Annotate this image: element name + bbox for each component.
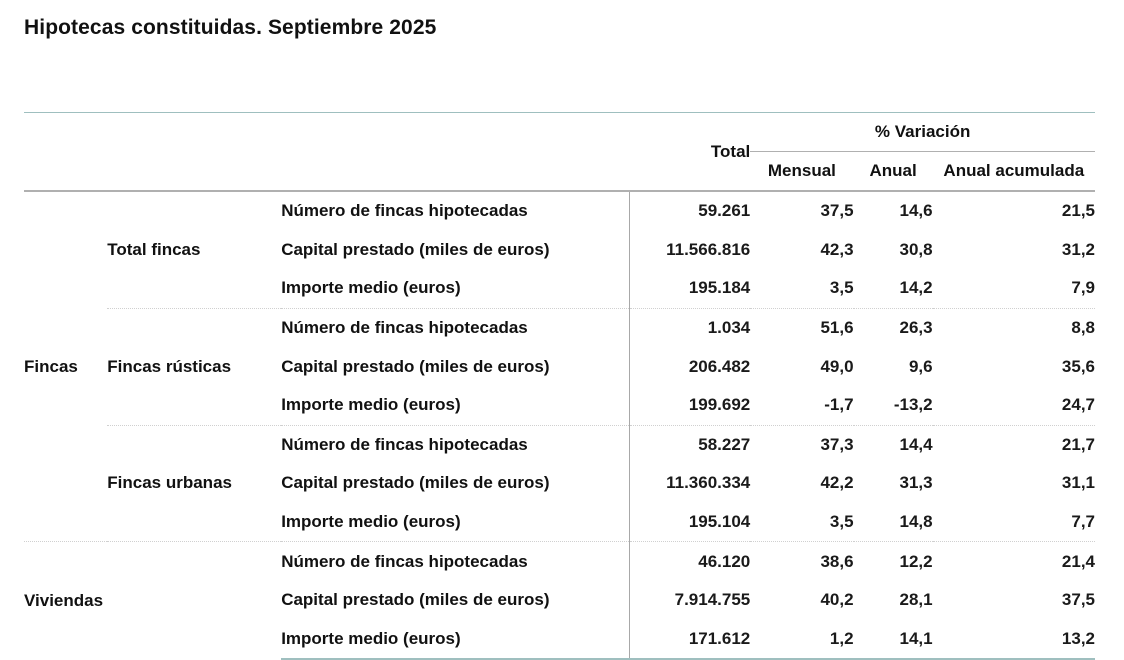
cell-anual-acumulada: 31,2 — [1061, 239, 1095, 259]
table-row: Capital prestado (miles de euros) 11.566… — [24, 230, 1095, 270]
cell-anual: 14,4 — [853, 424, 933, 465]
metric-label: Importe medio (euros) — [281, 502, 631, 542]
cell-anual-acumulada: 13,2 — [932, 619, 1095, 660]
group-label-viviendas: Viviendas — [24, 541, 282, 660]
subgroup-label-fincas-rusticas: Fincas rústicas — [107, 307, 282, 426]
cell-total: 11.566.816 — [666, 239, 751, 259]
subgroup-label-total-fincas: Total fincas — [107, 239, 201, 259]
cell-mensual: 3,5 — [829, 278, 854, 298]
cell-mensual: 37,3 — [750, 424, 854, 465]
header-mensual: Mensual — [750, 151, 854, 192]
cell-anual: 30,8 — [899, 239, 933, 259]
table-row: Fincas Total fincas Número de fincas hip… — [24, 191, 1095, 376]
cell-mensual: 49,0 — [820, 356, 854, 376]
metric-label: Número de fincas hipotecadas — [281, 424, 631, 465]
table-row: Importe medio (euros) 195.104 3,5 14,8 7… — [24, 502, 1095, 542]
table-row: Capital prestado (miles de euros) 11.360… — [24, 464, 1095, 503]
cell-anual-acumulada: 21,4 — [932, 541, 1095, 581]
cell-anual-acumulada: 21,7 — [932, 424, 1095, 465]
cell-anual-acumulada: 8,8 — [932, 307, 1095, 348]
cell-anual: 26,3 — [853, 307, 933, 348]
cell-anual: 28,1 — [899, 590, 933, 610]
cell-anual-acumulada: 24,7 — [1061, 395, 1095, 415]
cell-total: 195.184 — [688, 278, 751, 298]
cell-mensual: 37,5 — [820, 201, 854, 221]
cell-anual: 31,3 — [899, 473, 933, 493]
cell-mensual: 42,3 — [820, 239, 854, 259]
subgroup-label-fincas-urbanas: Fincas urbanas — [107, 424, 282, 542]
cell-anual-acumulada: 37,5 — [1061, 590, 1095, 610]
cell-mensual: 3,5 — [829, 512, 854, 532]
cell-mensual: -1,7 — [824, 395, 854, 415]
cell-total: 195.104 — [688, 512, 751, 532]
cell-total: 206.482 — [688, 356, 751, 376]
table-row: Importe medio (euros) 195.184 3,5 14,2 7… — [24, 269, 1095, 309]
cell-mensual: 42,2 — [820, 473, 854, 493]
metric-label: Número de fincas hipotecadas — [281, 307, 631, 348]
group-label-fincas: Fincas — [24, 356, 78, 376]
cell-mensual: 40,2 — [820, 590, 854, 610]
header-total: Total — [629, 112, 751, 192]
cell-anual: 14,2 — [899, 278, 933, 298]
table-row: Fincas urbanas Número de fincas hipoteca… — [24, 424, 1095, 542]
header-anual: Anual — [853, 151, 933, 192]
table-row: Importe medio (euros) 171.612 1,2 14,1 1… — [24, 619, 1095, 660]
metric-label: Importe medio (euros) — [281, 619, 631, 660]
table-row: Fincas rústicas Número de fincas hipotec… — [24, 307, 1095, 426]
metric-label: Número de fincas hipotecadas — [281, 191, 631, 231]
cell-anual: 9,6 — [908, 356, 933, 376]
cell-anual-acumulada: 21,5 — [1061, 201, 1095, 221]
cell-total: 1.034 — [629, 307, 751, 348]
cell-anual: 14,1 — [853, 619, 933, 660]
cell-anual-acumulada: 35,6 — [1061, 356, 1095, 376]
metric-label: Importe medio (euros) — [281, 385, 631, 426]
metric-label: Importe medio (euros) — [281, 269, 631, 309]
cell-total: 46.120 — [629, 541, 751, 581]
table-row: Capital prestado (miles de euros) 7.914.… — [24, 580, 1095, 620]
cell-total: 59.261 — [698, 201, 751, 221]
cell-mensual: 38,6 — [750, 541, 854, 581]
metric-label: Número de fincas hipotecadas — [281, 541, 631, 581]
cell-anual-acumulada: 7,9 — [1071, 278, 1095, 298]
metric-label: Capital prestado (miles de euros) — [281, 230, 631, 270]
cell-anual: 14,6 — [899, 201, 933, 221]
table-row: Capital prestado (miles de euros) 206.48… — [24, 347, 1095, 386]
header-anual-acumulada: Anual acumulada — [932, 151, 1095, 192]
table-row: Viviendas Número de fincas hipotecadas 4… — [24, 541, 1095, 660]
header-blank — [24, 112, 630, 192]
cell-total: 11.360.334 — [666, 473, 751, 493]
table-row: Importe medio (euros) 199.692 -1,7 -13,2… — [24, 385, 1095, 426]
cell-total: 199.692 — [688, 395, 751, 415]
metric-label: Capital prestado (miles de euros) — [281, 464, 631, 503]
cell-anual: -13,2 — [893, 395, 933, 415]
cell-total: 7.914.755 — [674, 590, 751, 610]
cell-anual: 12,2 — [853, 541, 933, 581]
page-title: Hipotecas constituidas. Septiembre 2025 — [24, 16, 437, 39]
metric-label: Capital prestado (miles de euros) — [281, 347, 631, 386]
cell-mensual: 51,6 — [750, 307, 854, 348]
metric-label: Capital prestado (miles de euros) — [281, 580, 631, 620]
cell-anual-acumulada: 31,1 — [1061, 473, 1095, 493]
mortgage-statistics-table: Total % Variación Mensual Anual Anual ac… — [24, 112, 1095, 660]
cell-total: 58.227 — [629, 424, 751, 465]
cell-anual-acumulada: 7,7 — [1071, 512, 1095, 532]
cell-mensual: 1,2 — [750, 619, 854, 660]
header-variation-group: % Variación — [750, 112, 1095, 152]
cell-total: 171.612 — [629, 619, 751, 660]
cell-anual: 14,8 — [899, 512, 933, 532]
